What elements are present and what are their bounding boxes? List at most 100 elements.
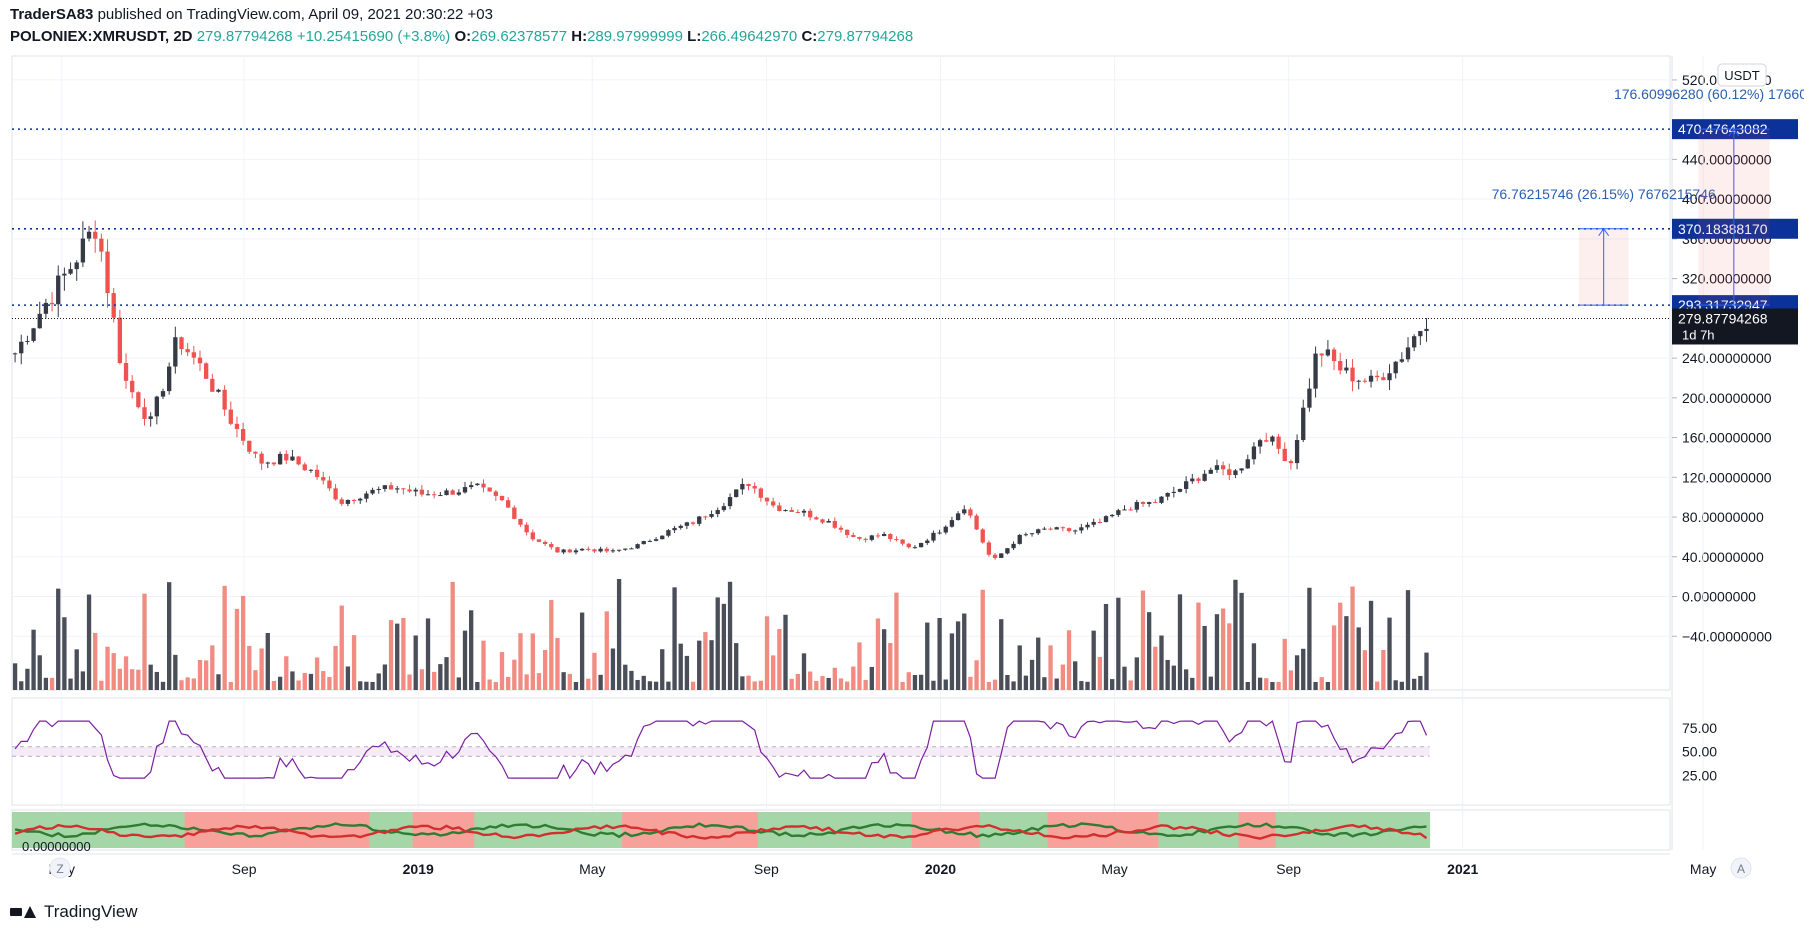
regime-block — [788, 812, 796, 848]
candle-body — [130, 380, 135, 393]
candles-layer — [12, 220, 1429, 560]
projection-label: 76.76215746 (26.15%) 7676215746 — [1492, 186, 1716, 202]
author-name[interactable]: TraderSA83 — [10, 6, 94, 23]
regime-block — [535, 812, 543, 848]
candle-body — [814, 517, 819, 520]
candle-body — [487, 487, 492, 492]
volume-bar — [136, 669, 141, 690]
regime-block — [418, 812, 426, 848]
change-text: +10.25415690 (+3.8%) — [296, 28, 451, 45]
regime-block — [116, 812, 124, 848]
candle-body — [25, 340, 30, 342]
volume-bar — [1257, 677, 1263, 690]
volume-bar — [561, 672, 566, 690]
regime-block — [918, 812, 925, 848]
rsi-tick-label: 75.00 — [1682, 720, 1717, 736]
volume-bar — [1288, 670, 1294, 690]
zoom-button[interactable] — [49, 857, 71, 879]
volume-bar — [148, 664, 153, 690]
candle-body — [598, 548, 603, 552]
regime-block — [800, 812, 808, 848]
volume-bar — [1202, 625, 1207, 690]
candle-body — [499, 495, 505, 501]
regime-block — [122, 812, 130, 848]
volume-bar — [604, 611, 609, 690]
candle-body — [962, 509, 967, 514]
candle-body — [1424, 328, 1429, 332]
volume-bar — [358, 681, 363, 690]
candle-body — [376, 488, 381, 490]
candle-body — [968, 509, 973, 516]
regime-block — [61, 812, 68, 848]
regime-block — [597, 812, 605, 848]
regime-block — [1096, 812, 1104, 848]
candle-body — [1011, 543, 1016, 549]
volume-bar — [12, 663, 18, 690]
candle-body — [1412, 336, 1417, 348]
candle-body — [31, 328, 36, 341]
candle-body — [123, 363, 129, 381]
candle-body — [475, 483, 480, 486]
rsi-pane — [11, 697, 1671, 806]
volume-bar — [321, 671, 326, 690]
volume-bar — [419, 669, 425, 690]
regime-block — [141, 812, 149, 848]
volume-bar — [647, 681, 653, 690]
volume-bar — [592, 652, 597, 690]
auto-scale-button[interactable] — [1730, 857, 1752, 879]
volume-bar — [1103, 603, 1109, 690]
volume-bar — [1412, 678, 1417, 690]
regime-block — [1183, 812, 1190, 848]
regime-block — [702, 812, 709, 848]
volume-bar — [1264, 678, 1269, 690]
volume-bar — [1233, 579, 1238, 690]
candle-body — [801, 510, 807, 513]
regime-block — [1257, 812, 1264, 848]
volume-bar — [345, 666, 351, 690]
candle-body — [444, 490, 449, 496]
auto-scale-label: A — [1737, 862, 1745, 876]
candle-body — [771, 501, 776, 506]
regime-block — [689, 812, 697, 848]
currency-label: USDT — [1724, 68, 1759, 83]
candle-body — [863, 538, 868, 540]
candle-body — [678, 525, 683, 528]
regime-block — [579, 812, 586, 848]
candle-body — [1233, 470, 1238, 476]
regime-block — [147, 812, 155, 848]
time-tick-label: Sep — [754, 861, 779, 877]
regime-block — [1189, 812, 1196, 848]
candle-body — [111, 293, 116, 318]
volume-bar — [1171, 665, 1176, 690]
candle-body — [783, 510, 788, 512]
candle-body — [1116, 510, 1121, 515]
footer-brand[interactable]: TradingView — [10, 902, 138, 922]
regime-block — [357, 812, 364, 848]
time-tick-label: 2021 — [1447, 861, 1478, 877]
volume-bar — [1294, 655, 1300, 690]
candle-body — [117, 317, 123, 364]
regime-block — [985, 812, 993, 848]
published-text: published on TradingView.com, April 09, … — [97, 6, 493, 23]
volume-bar — [1424, 652, 1429, 690]
volume-bar — [863, 679, 868, 690]
regime-block — [899, 812, 907, 848]
regime-block — [110, 812, 118, 848]
regime-block — [967, 812, 974, 848]
candle-body — [1060, 527, 1066, 529]
volume-bar — [1146, 612, 1152, 690]
volume-bar — [93, 632, 98, 690]
candle-body — [1165, 492, 1170, 497]
volume-bar — [1177, 594, 1183, 690]
volume-bar — [1085, 681, 1090, 690]
regime-block — [677, 812, 685, 848]
volume-bar — [1227, 623, 1232, 690]
last-price-label: 279.87794268 — [1678, 310, 1768, 326]
regime-block — [252, 812, 260, 848]
volume-bar — [641, 675, 646, 690]
candle-body — [160, 391, 166, 397]
symbol-label[interactable]: POLONIEX:XMRUSDT, 2D — [10, 28, 193, 45]
regime-block — [264, 812, 272, 848]
open-value: 269.62378577 — [471, 28, 568, 45]
